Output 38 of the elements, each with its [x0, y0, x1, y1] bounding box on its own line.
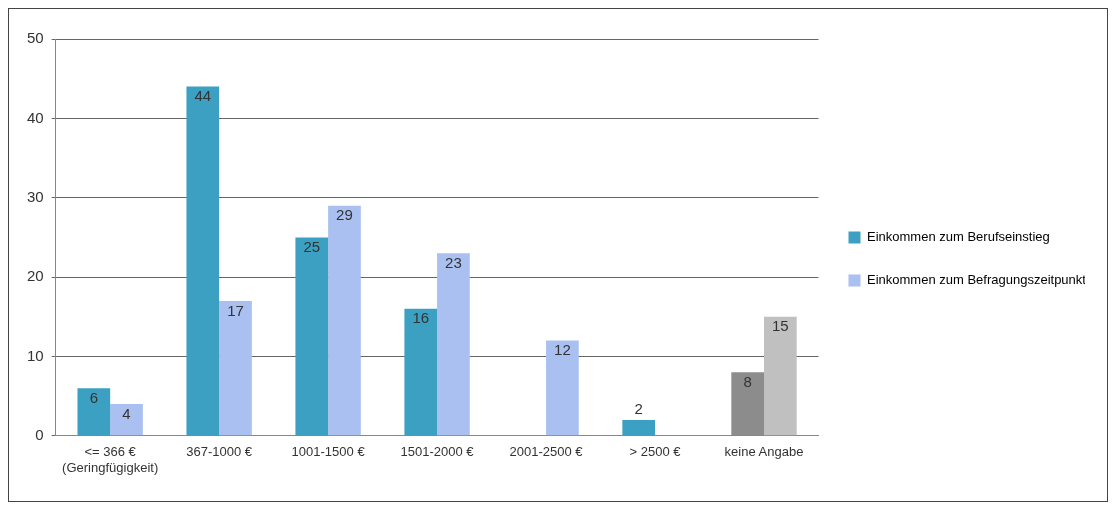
bar	[219, 300, 252, 436]
y-tick-label: 50	[27, 29, 44, 47]
data-label: 12	[554, 341, 571, 359]
x-tick-label: 1501-2000 €	[400, 444, 475, 460]
data-label: 25	[303, 238, 321, 256]
bar	[404, 308, 438, 436]
data-label: 29	[336, 206, 353, 224]
bar	[295, 237, 329, 436]
y-tick-label: 0	[35, 425, 44, 443]
data-label: 44	[194, 87, 212, 105]
data-label: 15	[772, 317, 789, 335]
data-label: 2	[634, 399, 643, 417]
x-tick-label: keine Angabe	[724, 444, 804, 460]
y-tick-label: 30	[27, 187, 44, 205]
data-label: 16	[412, 309, 430, 327]
bar	[622, 419, 656, 436]
data-label: 23	[445, 253, 462, 271]
x-tick-label: 2001-2500 €	[509, 444, 584, 460]
data-label: 6	[89, 388, 98, 406]
data-label: 4	[122, 404, 131, 422]
data-label: 8	[743, 372, 752, 390]
legend-label: Einkommen zum Berufseinstieg	[867, 229, 1050, 245]
y-tick-label: 20	[27, 267, 44, 285]
y-tick-label: 10	[27, 346, 44, 364]
data-label: 17	[227, 301, 244, 319]
legend-label: Einkommen zum Befragungszeitpunkt	[867, 272, 1087, 288]
bar	[328, 205, 361, 436]
x-tick-label: > 2500 €	[629, 444, 682, 460]
x-tick-label: 367-1000 €	[186, 444, 253, 460]
bar	[546, 340, 579, 436]
bar	[110, 404, 143, 436]
bar	[77, 388, 111, 436]
y-tick-label: 40	[27, 108, 44, 126]
x-tick-label: <= 366 € (Geringfügigkeit)	[62, 444, 159, 475]
bar	[764, 316, 797, 436]
x-tick-label: 1001-1500 €	[291, 444, 366, 460]
bar	[186, 86, 220, 436]
bar	[437, 253, 470, 436]
